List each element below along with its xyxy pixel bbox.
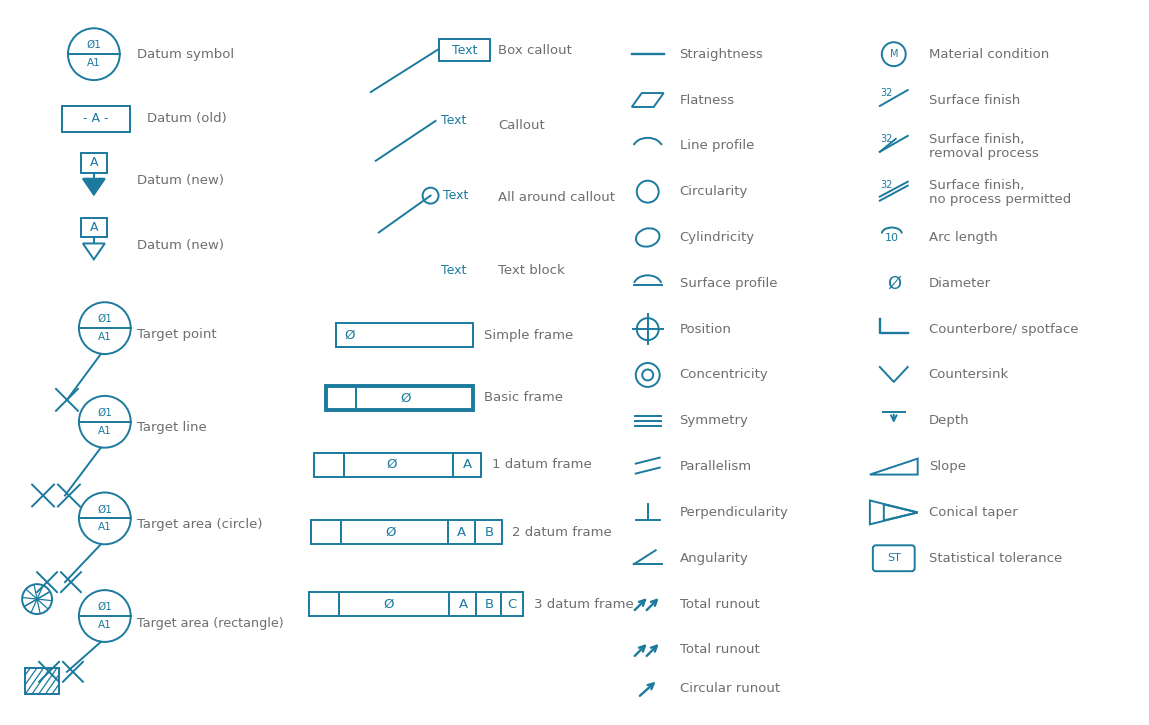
- Bar: [309, 592, 523, 616]
- Text: B: B: [485, 526, 494, 539]
- Text: Surface finish,: Surface finish,: [928, 179, 1024, 192]
- Text: Target point: Target point: [137, 328, 216, 341]
- Text: Perpendicularity: Perpendicularity: [679, 506, 788, 519]
- Text: 2 datum frame: 2 datum frame: [512, 526, 612, 539]
- Text: Position: Position: [679, 323, 732, 336]
- Text: Datum (new): Datum (new): [137, 239, 224, 252]
- Text: A1: A1: [98, 523, 111, 532]
- Text: - A -: - A -: [83, 112, 109, 125]
- Text: 32: 32: [880, 88, 893, 98]
- Text: Datum symbol: Datum symbol: [137, 48, 233, 61]
- Text: Surface finish: Surface finish: [928, 94, 1020, 107]
- Text: Line profile: Line profile: [679, 139, 754, 152]
- Text: M: M: [889, 49, 899, 59]
- Text: Countersink: Countersink: [928, 368, 1009, 381]
- Text: A1: A1: [98, 620, 111, 630]
- Text: A: A: [458, 597, 468, 610]
- Text: Basic frame: Basic frame: [485, 392, 563, 405]
- Text: Circularity: Circularity: [679, 185, 748, 198]
- Text: Ø: Ø: [386, 458, 396, 471]
- Text: Target area (circle): Target area (circle): [137, 518, 262, 531]
- Text: Counterbore/ spotface: Counterbore/ spotface: [928, 323, 1078, 336]
- Text: A1: A1: [98, 332, 111, 342]
- Text: Flatness: Flatness: [679, 94, 734, 107]
- Text: A: A: [463, 458, 472, 471]
- Text: 3 datum frame: 3 datum frame: [534, 597, 634, 610]
- Text: Text block: Text block: [499, 264, 565, 277]
- Text: Datum (new): Datum (new): [137, 174, 224, 187]
- Text: Text: Text: [440, 264, 465, 277]
- Text: Symmetry: Symmetry: [679, 414, 748, 427]
- Text: Ø: Ø: [384, 597, 394, 610]
- Text: C: C: [508, 597, 517, 610]
- Polygon shape: [83, 178, 105, 194]
- Text: A1: A1: [98, 426, 111, 436]
- Text: Ø1: Ø1: [86, 40, 101, 50]
- Text: Target line: Target line: [137, 421, 207, 434]
- Text: Concentricity: Concentricity: [679, 368, 769, 381]
- Text: 32: 32: [880, 134, 893, 144]
- Bar: [336, 323, 473, 347]
- Text: Box callout: Box callout: [499, 44, 572, 57]
- Polygon shape: [83, 244, 105, 260]
- Text: Total runout: Total runout: [679, 597, 759, 610]
- Bar: [314, 452, 481, 476]
- Text: ST: ST: [887, 553, 901, 563]
- Text: Total runout: Total runout: [679, 643, 759, 656]
- Text: Conical taper: Conical taper: [928, 506, 1017, 519]
- Bar: [80, 218, 107, 238]
- Text: Depth: Depth: [928, 414, 970, 427]
- Text: Ø1: Ø1: [98, 314, 113, 324]
- Text: Datum (old): Datum (old): [147, 112, 226, 125]
- Text: Text: Text: [442, 189, 468, 202]
- Text: Material condition: Material condition: [928, 48, 1049, 61]
- Text: Straightness: Straightness: [679, 48, 763, 61]
- Text: Circular runout: Circular runout: [679, 682, 780, 695]
- Bar: [311, 521, 502, 544]
- Text: All around callout: All around callout: [499, 191, 616, 204]
- Text: B: B: [485, 597, 494, 610]
- Text: A: A: [457, 526, 466, 539]
- Bar: [439, 39, 491, 61]
- Bar: [326, 386, 473, 410]
- Text: Slope: Slope: [928, 460, 965, 473]
- Text: A: A: [90, 157, 98, 169]
- Text: A1: A1: [87, 58, 101, 68]
- Text: Ø1: Ø1: [98, 407, 113, 418]
- Text: Ø: Ø: [385, 526, 396, 539]
- Bar: [62, 106, 130, 132]
- Text: 32: 32: [880, 180, 893, 190]
- Text: Arc length: Arc length: [928, 231, 997, 244]
- Text: Surface profile: Surface profile: [679, 277, 777, 290]
- Bar: [80, 153, 107, 173]
- Text: Ø: Ø: [400, 392, 411, 405]
- Text: Diameter: Diameter: [928, 277, 990, 290]
- Text: 10: 10: [885, 233, 899, 244]
- Text: Simple frame: Simple frame: [485, 328, 573, 341]
- Text: removal process: removal process: [928, 147, 1039, 160]
- Text: Text: Text: [440, 115, 465, 128]
- Text: 1 datum frame: 1 datum frame: [492, 458, 592, 471]
- Text: Callout: Callout: [499, 120, 545, 133]
- Text: Ø: Ø: [887, 274, 901, 292]
- Text: Cylindricity: Cylindricity: [679, 231, 755, 244]
- Text: Surface finish,: Surface finish,: [928, 133, 1024, 146]
- Text: Angularity: Angularity: [679, 552, 748, 565]
- Text: A: A: [90, 221, 98, 234]
- Text: no process permitted: no process permitted: [928, 193, 1071, 206]
- Text: Ø1: Ø1: [98, 602, 113, 612]
- Text: Target area (rectangle): Target area (rectangle): [137, 618, 284, 631]
- Text: Ø: Ø: [345, 328, 355, 341]
- Text: Statistical tolerance: Statistical tolerance: [928, 552, 1062, 565]
- Text: Parallelism: Parallelism: [679, 460, 751, 473]
- Bar: [25, 668, 59, 694]
- Text: Ø1: Ø1: [98, 505, 113, 515]
- Text: Text: Text: [452, 44, 477, 57]
